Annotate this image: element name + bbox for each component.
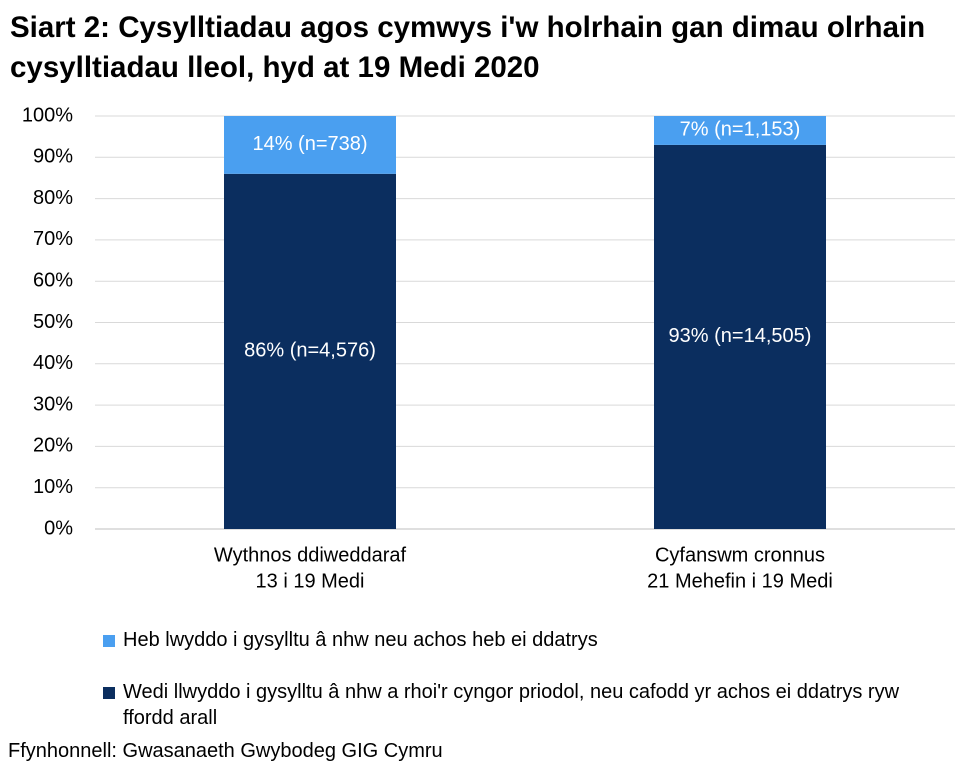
y-tick-label: 80% — [33, 187, 73, 209]
y-tick-label: 0% — [44, 517, 73, 539]
x-tick-label: Cyfanswm cronnus — [655, 544, 825, 566]
bar-segment — [224, 116, 396, 174]
value-label: 7% (n=1,153) — [680, 119, 801, 141]
y-tick-label: 60% — [33, 269, 73, 291]
value-label: 86% (n=4,576) — [244, 340, 376, 362]
y-tick-label: 100% — [22, 104, 73, 126]
y-tick-label: 90% — [33, 146, 73, 168]
legend-item: Heb lwyddo i gysylltu â nhw neu achos he… — [103, 627, 923, 653]
y-tick-label: 40% — [33, 352, 73, 374]
chart-title: Siart 2: Cysylltiadau agos cymwys i'w ho… — [10, 11, 926, 84]
bar-segment — [224, 173, 396, 529]
x-tick-label: Wythnos ddiweddaraf — [214, 544, 407, 566]
legend-swatch — [103, 687, 115, 699]
legend-item: Wedi llwyddo i gysylltu â nhw a rhoi'r c… — [103, 679, 923, 731]
y-tick-label: 70% — [33, 228, 73, 250]
value-label: 93% (n=14,505) — [669, 325, 812, 347]
source: Ffynhonnell: Gwasanaeth Gwybodeg GIG Cym… — [8, 740, 443, 762]
legend-label: Heb lwyddo i gysylltu â nhw neu achos he… — [123, 629, 598, 651]
x-tick-label: 21 Mehefin i 19 Medi — [647, 570, 833, 592]
legend-label: Wedi llwyddo i gysylltu â nhw a rhoi'r c… — [123, 681, 900, 729]
bar-segment — [654, 144, 826, 529]
x-tick-label: 13 i 19 Medi — [256, 570, 365, 592]
legend-swatch — [103, 635, 115, 647]
y-tick-label: 50% — [33, 311, 73, 333]
y-tick-label: 20% — [33, 435, 73, 457]
legend: Heb lwyddo i gysylltu â nhw neu achos he… — [103, 627, 923, 757]
y-tick-label: 30% — [33, 393, 73, 415]
y-tick-label: 10% — [33, 476, 73, 498]
value-label: 14% (n=738) — [252, 133, 367, 155]
bar-segment — [654, 116, 826, 145]
